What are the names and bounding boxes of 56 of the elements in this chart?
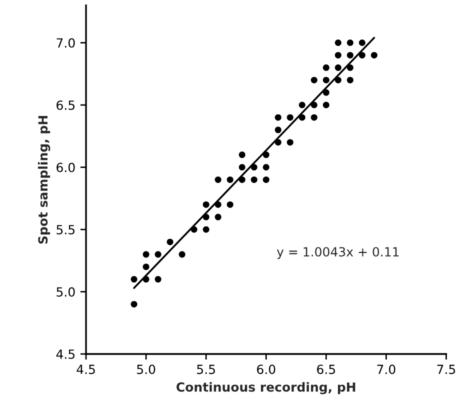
point [370,52,378,58]
point [358,52,366,58]
point [322,64,330,71]
point [130,276,138,283]
point [202,201,210,208]
point [226,176,234,183]
point [334,76,342,84]
point [322,76,330,84]
point [334,64,342,71]
x-tick-label: 5.5 [197,364,215,374]
point [214,176,222,183]
point [310,114,318,121]
point [238,164,246,170]
x-tick-label: 7.0 [377,364,396,374]
point [238,152,246,158]
y-tick-label: 6.0 [56,162,75,172]
point [250,176,258,183]
point [202,226,210,233]
annotation: y = 1.0043x + 0.11 [276,247,399,259]
point [226,201,234,208]
point [178,251,186,258]
x-tick-label: 5.0 [137,364,156,374]
x-axis-title: Continuous recording, pH [176,382,356,394]
point [322,102,330,108]
point [166,238,174,246]
x-tick-label: 7.5 [437,364,456,374]
x-tick-label: 6.0 [257,364,276,374]
y-tick-label: 6.5 [56,100,75,110]
y-tick-label: 4.5 [56,350,75,359]
x-tick-label: 4.5 [76,364,95,374]
point [310,76,318,84]
point [262,164,270,170]
point [346,39,354,46]
point [334,39,342,46]
point [358,39,366,46]
point [274,126,282,134]
point [262,176,270,183]
point [142,251,150,258]
y-tick-label: 5.5 [56,225,75,234]
point [346,76,354,84]
point [214,214,222,220]
point [346,52,354,58]
y-axis-title: Spot sampling, pH [38,116,50,244]
y-tick-label: 5.0 [56,287,75,297]
point [286,139,294,146]
point [286,114,294,121]
point [334,52,342,58]
point [346,64,354,71]
point [130,300,138,308]
point [154,276,162,283]
point [298,102,306,108]
point [274,114,282,121]
point [142,264,150,270]
point [154,251,162,258]
y-tick-label: 7.0 [56,38,75,48]
x-tick-label: 6.5 [317,364,335,374]
